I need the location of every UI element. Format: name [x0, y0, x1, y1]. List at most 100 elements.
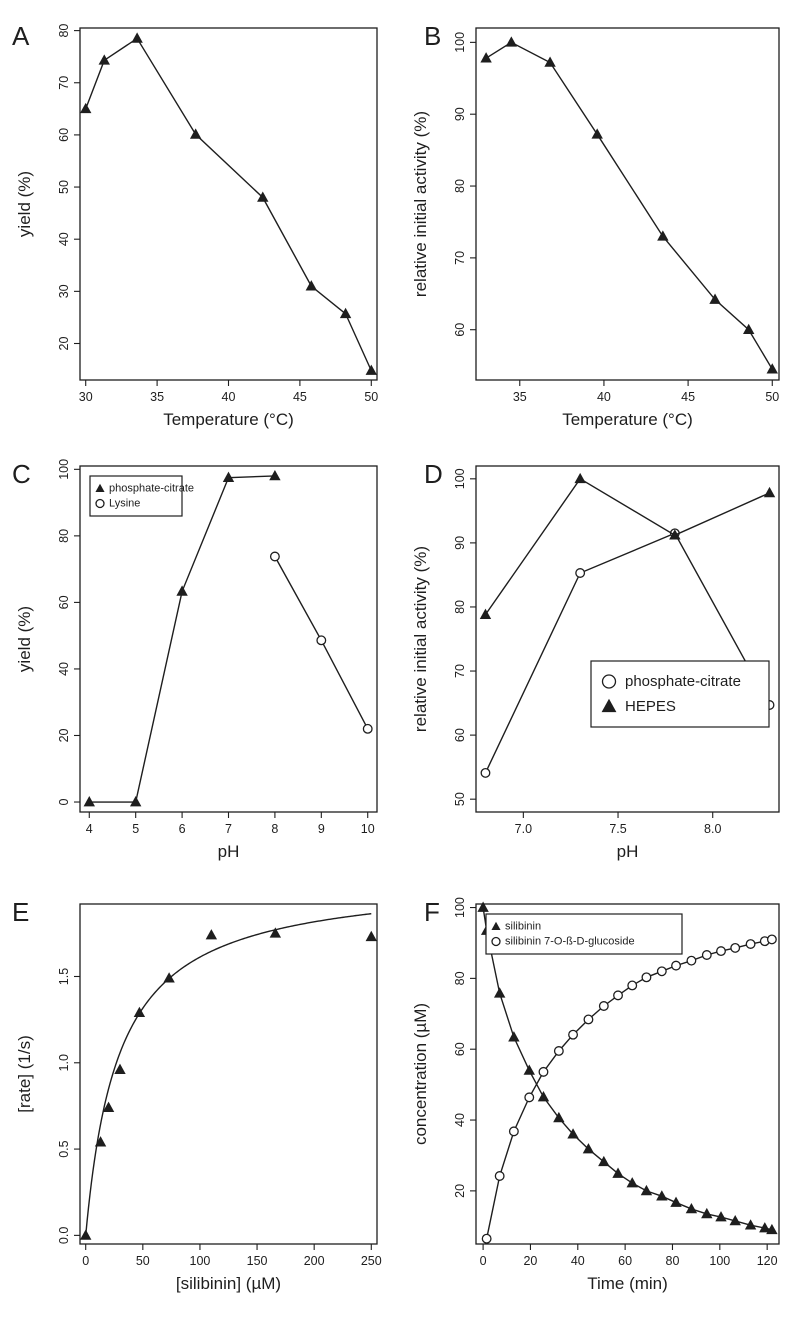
- x-tick-label: 45: [681, 390, 695, 404]
- point-silibinin-7-o-d-glucoside: [627, 980, 638, 991]
- plot-frame: [79, 903, 378, 1245]
- point-silibinin: [612, 1167, 624, 1178]
- panel-label-c: C: [12, 459, 31, 489]
- legend: phosphate-citrate HEPES: [590, 660, 770, 728]
- point-measured-rate: [102, 1101, 115, 1112]
- point-silibinin: [715, 1211, 727, 1222]
- series-line-relative-activity: [485, 41, 773, 370]
- series-line-silibinin: [482, 907, 773, 1231]
- plot-frame: [475, 465, 780, 813]
- point-relative-activity: [709, 293, 721, 304]
- x-axis-label: pH: [617, 842, 639, 861]
- point-silibinin: [582, 1143, 595, 1154]
- point-silibinin: [567, 1128, 579, 1139]
- point-measured-rate: [163, 972, 175, 983]
- y-axis-label: yield (%): [15, 171, 34, 237]
- point-yield: [98, 54, 110, 65]
- x-tick-label: 40: [597, 390, 611, 404]
- point-phosphate-citrate: [480, 767, 491, 778]
- x-tick-label: 200: [304, 1254, 325, 1268]
- y-axis-label: [rate] (1/s): [15, 1035, 34, 1112]
- panel-f-time-course: F 0 20 40 60 80 100 120 20 40 60 80 100 Time (min) con…: [411, 897, 780, 1293]
- point-silibinin: [537, 1091, 550, 1102]
- point-silibinin-7-o-d-glucoside: [686, 955, 697, 966]
- panel-label-b: B: [424, 21, 441, 51]
- point-measured-rate: [114, 1063, 126, 1075]
- point-silibinin: [553, 1111, 565, 1123]
- x-tick-label: 20: [523, 1254, 537, 1268]
- point-silibinin-7-o-d-glucoside: [730, 942, 741, 953]
- x-axis-label: Time (min): [587, 1274, 668, 1293]
- x-tick-label: 5: [132, 822, 139, 836]
- point-relative-activity: [657, 230, 669, 241]
- x-tick-label: 8.0: [704, 822, 721, 836]
- y-tick-label: 100: [453, 897, 467, 918]
- legend-marker-circle: [491, 936, 501, 947]
- y-tick-label: 20: [453, 1184, 467, 1198]
- legend: silibinin silibinin 7-O-ß-D-glucoside: [485, 913, 683, 955]
- x-tick-label: 35: [513, 390, 527, 404]
- point-measured-rate: [269, 927, 282, 938]
- point-silibinin-7-o-d-glucoside: [641, 972, 652, 983]
- x-tick-label: 10: [361, 822, 375, 836]
- point-yield: [305, 280, 318, 291]
- point-phosphate-citrate: [129, 796, 142, 807]
- x-tick-label: 35: [150, 390, 164, 404]
- legend-entry-silibinin: silibinin: [505, 921, 541, 933]
- x-tick-label: 45: [293, 390, 307, 404]
- point-measured-rate: [94, 1136, 107, 1147]
- point-silibinin: [493, 987, 506, 998]
- fit-curve: [85, 913, 372, 1236]
- y-tick-label: 1.5: [57, 968, 71, 985]
- y-tick-label: 20: [57, 336, 71, 350]
- point-silibinin-7-o-d-glucoside: [553, 1046, 564, 1056]
- legend-entry-phosphate-citrate: phosphate-citrate: [625, 673, 741, 690]
- point-silibinin: [656, 1190, 668, 1201]
- y-axis-label: yield (%): [15, 606, 34, 672]
- y-tick-label: 60: [453, 1042, 467, 1056]
- x-tick-label: 0: [480, 1254, 487, 1268]
- legend: phosphate-citrate Lysine: [89, 475, 194, 517]
- point-silibinin-7-o-d-glucoside: [598, 1001, 609, 1011]
- x-tick-label: 150: [247, 1254, 268, 1268]
- point-silibinin: [685, 1202, 698, 1214]
- point-silibinin-7-o-d-glucoside: [701, 950, 712, 960]
- point-measured-rate: [205, 929, 218, 940]
- legend-marker-circle: [601, 674, 617, 689]
- x-tick-label: 60: [618, 1254, 632, 1268]
- y-tick-label: 30: [57, 284, 71, 298]
- y-tick-label: 80: [453, 971, 467, 985]
- point-silibinin-7-o-d-glucoside: [524, 1092, 535, 1103]
- point-silibinin-7-o-d-glucoside: [481, 1233, 492, 1244]
- point-silibinin-7-o-d-glucoside: [671, 960, 681, 971]
- y-tick-label: 50: [453, 792, 467, 806]
- point-phosphate-citrate: [269, 469, 281, 481]
- x-axis-label: Temperature (°C): [163, 410, 294, 429]
- y-tick-label: 40: [453, 1113, 467, 1127]
- point-phosphate-citrate: [83, 796, 95, 807]
- point-relative-activity: [766, 363, 778, 374]
- x-tick-label: 7.0: [515, 822, 532, 836]
- point-hepes: [574, 472, 586, 484]
- y-tick-label: 0.5: [57, 1140, 71, 1157]
- legend-entry-silibinin-7-o-d-glucoside: silibinin 7-O-ß-D-glucoside: [505, 936, 635, 948]
- x-tick-label: 7: [225, 822, 232, 836]
- panel-e-kinetics: E 0 50 100 150 200 250 0.0 0.5 1.0 1.5 [silibinin] …: [12, 897, 382, 1293]
- series-line-phosphate-citrate: [89, 475, 275, 803]
- x-tick-label: 50: [364, 390, 378, 404]
- y-tick-label: 60: [453, 728, 467, 742]
- point-silibinin-7-o-d-glucoside: [494, 1171, 505, 1181]
- plot-frame: [475, 27, 780, 381]
- x-tick-label: 120: [757, 1254, 778, 1268]
- point-phosphate-citrate: [222, 471, 235, 482]
- y-tick-label: 100: [453, 32, 467, 53]
- legend-marker-triangle: [491, 921, 501, 930]
- x-tick-label: 50: [136, 1254, 150, 1268]
- point-measured-rate: [133, 1006, 146, 1018]
- point-silibinin: [670, 1196, 682, 1207]
- y-tick-label: 70: [453, 664, 467, 678]
- point-relative-activity: [591, 128, 603, 139]
- legend-marker-triangle: [95, 483, 105, 492]
- y-axis-label: concentration (µM): [411, 1003, 430, 1145]
